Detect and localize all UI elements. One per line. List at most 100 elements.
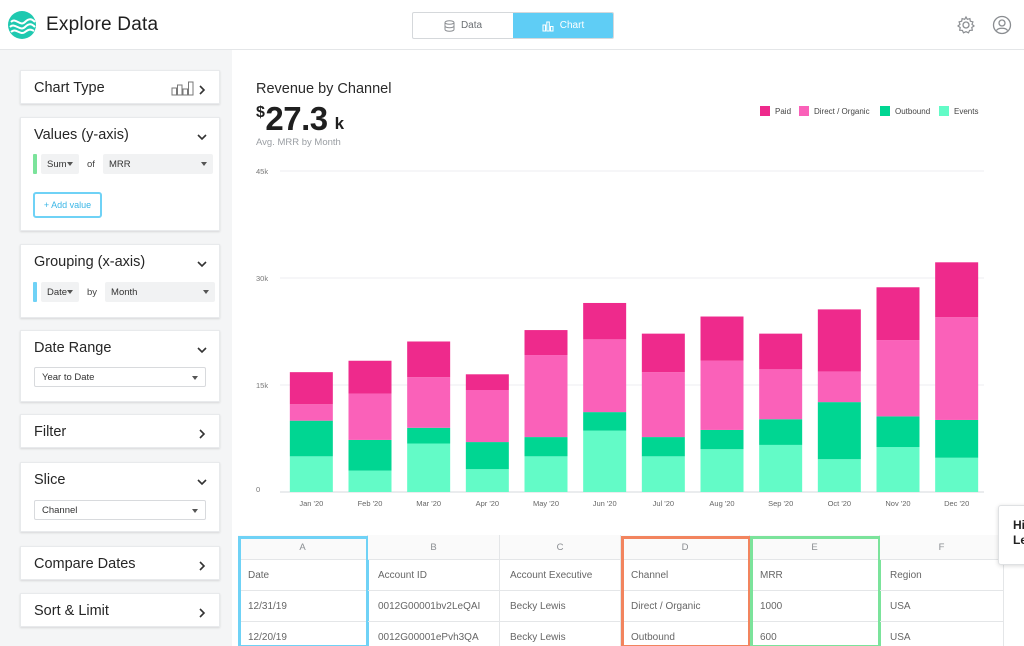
bar-segment-direct-organic[interactable] <box>289 404 333 421</box>
settings-gear-icon[interactable] <box>956 15 976 35</box>
legend-swatch <box>799 106 809 116</box>
bar-segment-events[interactable] <box>817 459 861 492</box>
legend-item-outbound[interactable]: Outbound <box>880 106 930 116</box>
value-field-select[interactable]: MRR <box>102 154 213 174</box>
chevron-right-icon[interactable] <box>197 82 207 95</box>
bar-segment-direct-organic[interactable] <box>700 360 744 430</box>
chevron-down-icon[interactable] <box>197 474 207 486</box>
grouping-field-select[interactable]: Date <box>41 282 79 302</box>
legend-item-events[interactable]: Events <box>939 106 978 116</box>
sort-limit-section[interactable]: Sort & Limit <box>20 593 220 627</box>
chart-type-section[interactable]: Chart Type <box>20 70 220 104</box>
bar-segment-events[interactable] <box>583 430 627 492</box>
bar-segment-events[interactable] <box>407 443 451 492</box>
column-letter[interactable]: E <box>750 535 879 560</box>
column-letter[interactable]: D <box>621 535 749 560</box>
chevron-right-icon[interactable] <box>197 558 207 571</box>
bar-segment-paid[interactable] <box>935 262 979 318</box>
bar-segment-direct-organic[interactable] <box>407 377 451 428</box>
bar-segment-paid[interactable] <box>583 302 627 340</box>
column-letter[interactable]: A <box>238 535 367 560</box>
chevron-down-icon[interactable] <box>197 129 207 141</box>
filter-section[interactable]: Filter <box>20 414 220 448</box>
compare-dates-section[interactable]: Compare Dates <box>20 546 220 580</box>
add-value-button[interactable]: + Add value <box>33 192 102 218</box>
legend-swatch <box>939 106 949 116</box>
x-tick-label: Jan '20 <box>299 499 323 508</box>
table-column[interactable]: F Region USA USA <box>880 535 1004 646</box>
bar-segment-paid[interactable] <box>524 330 568 356</box>
aggregate-select[interactable]: Sum <box>41 154 79 174</box>
bar-segment-direct-organic[interactable] <box>465 389 509 443</box>
bar-segment-events[interactable] <box>465 469 509 492</box>
bar-segment-outbound[interactable] <box>407 427 451 444</box>
legend-item-paid[interactable]: Paid <box>760 106 791 116</box>
table-column[interactable]: E MRR 1000 600 <box>750 535 880 646</box>
bar-segment-direct-organic[interactable] <box>935 317 979 420</box>
bar-segment-direct-organic[interactable] <box>348 393 392 440</box>
grouping-interval-select[interactable]: Month <box>105 282 216 302</box>
x-tick-label: Jul '20 <box>653 499 674 508</box>
bar-segment-outbound[interactable] <box>876 416 920 448</box>
x-tick-label: Feb '20 <box>358 499 383 508</box>
table-column[interactable]: D Channel Direct / Organic Outbound <box>621 535 750 646</box>
x-tick-label: Oct '20 <box>828 499 852 508</box>
bar-segment-paid[interactable] <box>759 333 803 370</box>
chevron-down-icon[interactable] <box>197 256 207 268</box>
bar-segment-outbound[interactable] <box>817 402 861 460</box>
bar-segment-paid[interactable] <box>289 372 333 405</box>
bar-segment-paid[interactable] <box>817 309 861 372</box>
tooltip-line: Hi <box>1013 518 1024 532</box>
bar-segment-paid[interactable] <box>641 333 685 373</box>
chevron-right-icon[interactable] <box>197 426 207 439</box>
bar-segment-direct-organic[interactable] <box>583 339 627 413</box>
bar-segment-outbound[interactable] <box>465 442 509 470</box>
bar-segment-direct-organic[interactable] <box>817 371 861 403</box>
caret-down-icon <box>67 162 73 166</box>
column-header: MRR <box>750 560 879 591</box>
column-letter[interactable]: C <box>500 535 620 560</box>
bar-segment-direct-organic[interactable] <box>641 372 685 438</box>
user-profile-icon[interactable] <box>992 15 1012 35</box>
bar-segment-paid[interactable] <box>407 341 451 378</box>
bar-segment-paid[interactable] <box>700 316 744 361</box>
chevron-right-icon[interactable] <box>197 605 207 618</box>
bar-segment-events[interactable] <box>700 449 744 492</box>
bar-segment-paid[interactable] <box>876 287 920 341</box>
table-column[interactable]: C Account Executive Becky Lewis Becky Lewis <box>500 535 621 646</box>
bar-segment-outbound[interactable] <box>700 429 744 450</box>
bar-segment-paid[interactable] <box>348 360 392 394</box>
column-letter[interactable]: B <box>368 535 499 560</box>
bar-segment-events[interactable] <box>935 457 979 492</box>
bar-segment-outbound[interactable] <box>348 439 392 471</box>
table-cell: 12/20/19 <box>238 622 367 646</box>
table-cell: USA <box>880 622 1003 646</box>
bar-segment-direct-organic[interactable] <box>876 340 920 417</box>
chevron-down-icon[interactable] <box>197 342 207 354</box>
table-column[interactable]: B Account ID 0012G00001bv2LeQAI 0012G00001e… <box>368 535 500 646</box>
summary-unit: k <box>334 114 344 133</box>
data-view-button[interactable]: Data <box>413 13 513 38</box>
bar-segment-events[interactable] <box>641 456 685 492</box>
bar-segment-events[interactable] <box>524 456 568 492</box>
column-letter[interactable]: F <box>880 535 1003 560</box>
bar-segment-direct-organic[interactable] <box>759 369 803 420</box>
bar-segment-events[interactable] <box>348 470 392 492</box>
bar-segment-events[interactable] <box>289 456 333 492</box>
slice-select[interactable]: Channel <box>34 500 206 520</box>
bar-segment-outbound[interactable] <box>289 420 333 457</box>
bar-segment-outbound[interactable] <box>759 419 803 445</box>
x-tick-label: Mar '20 <box>416 499 441 508</box>
bar-segment-outbound[interactable] <box>583 412 627 431</box>
bar-segment-paid[interactable] <box>465 374 509 390</box>
bar-segment-outbound[interactable] <box>641 437 685 457</box>
bar-segment-events[interactable] <box>876 447 920 492</box>
table-column[interactable]: A Date 12/31/19 12/20/19 <box>238 535 368 646</box>
chart-view-button[interactable]: Chart <box>513 13 613 38</box>
bar-segment-events[interactable] <box>759 444 803 492</box>
bar-segment-outbound[interactable] <box>524 437 568 457</box>
date-range-select[interactable]: Year to Date <box>34 367 206 387</box>
bar-segment-outbound[interactable] <box>935 419 979 458</box>
legend-item-direct-organic[interactable]: Direct / Organic <box>799 106 870 116</box>
bar-segment-direct-organic[interactable] <box>524 355 568 438</box>
